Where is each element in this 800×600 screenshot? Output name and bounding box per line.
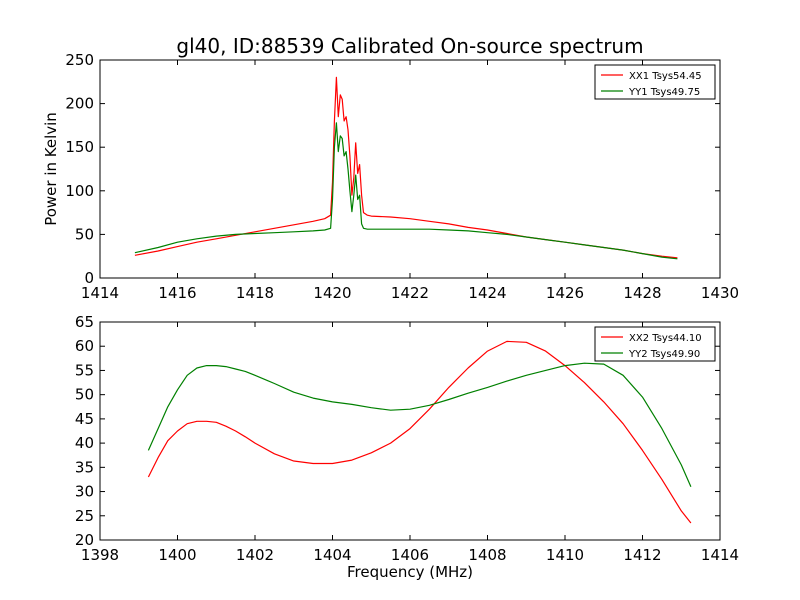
y-axis-label: Power in Kelvin <box>42 112 60 226</box>
legend-label: YY2 Tsys49.90 <box>628 349 700 360</box>
legend-box <box>594 64 716 100</box>
x-tick-label: 1406 <box>391 546 429 564</box>
legend-box <box>594 326 716 362</box>
series-line-yy <box>134 122 678 260</box>
y-tick-label: 65 <box>75 313 94 331</box>
x-tick-label: 1408 <box>468 546 506 564</box>
legend: XX2 Tsys44.10 YY2 Tsys49.90 <box>594 326 716 362</box>
series-line-yy <box>147 362 692 487</box>
x-tick-label: 1428 <box>623 284 661 302</box>
x-tick-label: 1416 <box>158 284 196 302</box>
legend: XX1 Tsys54.45 YY1 Tsys49.75 <box>594 64 716 100</box>
x-tick-label: 1402 <box>236 546 274 564</box>
y-tick-label: 0 <box>84 269 94 287</box>
y-tick-label: 55 <box>75 361 94 379</box>
y-tick-label: 250 <box>65 51 94 69</box>
x-tick-label: 1420 <box>313 284 351 302</box>
y-tick-label: 60 <box>75 337 94 355</box>
y-tick-label: 150 <box>65 138 94 156</box>
top-spectrum-plot: 1414 1416 1418 1420 1422 1424 1426 1428 1430 0 50 1… <box>42 51 739 302</box>
x-tick-label: 1422 <box>391 284 429 302</box>
y-tick-label: 45 <box>75 410 94 428</box>
bottom-spectrum-plot: 1398 1400 1402 1404 1406 1408 1410 1412 1414 20 25… <box>75 313 739 581</box>
x-axis-label: Frequency (MHz) <box>347 563 473 581</box>
x-tick-label: 1418 <box>236 284 274 302</box>
figure-title: gl40, ID:88539 Calibrated On-source spec… <box>176 34 643 58</box>
x-tick-label: 1400 <box>158 546 196 564</box>
x-tick-label: 1410 <box>546 546 584 564</box>
y-tick-label: 200 <box>65 95 94 113</box>
y-tick-label: 50 <box>75 225 94 243</box>
legend-label: XX1 Tsys54.45 <box>629 71 702 82</box>
x-tick-label: 1424 <box>468 284 506 302</box>
legend-label: YY1 Tsys49.75 <box>628 87 700 98</box>
y-tick-label: 30 <box>75 483 94 501</box>
x-tick-label: 1414 <box>81 284 119 302</box>
y-tick-label: 100 <box>65 182 94 200</box>
y-tick-label: 40 <box>75 434 94 452</box>
x-tick-label: 1398 <box>81 546 119 564</box>
series-line-xx <box>147 340 692 524</box>
legend-label: XX2 Tsys44.10 <box>629 333 702 344</box>
y-tick-label: 20 <box>75 531 94 549</box>
x-tick-label: 1426 <box>546 284 584 302</box>
y-tick-label: 50 <box>75 386 94 404</box>
x-tick-label: 1414 <box>701 546 739 564</box>
x-tick-label: 1404 <box>313 546 351 564</box>
x-tick-label: 1412 <box>623 546 661 564</box>
x-tick-label: 1430 <box>701 284 739 302</box>
y-tick-label: 25 <box>75 507 94 525</box>
y-tick-label: 35 <box>75 458 94 476</box>
